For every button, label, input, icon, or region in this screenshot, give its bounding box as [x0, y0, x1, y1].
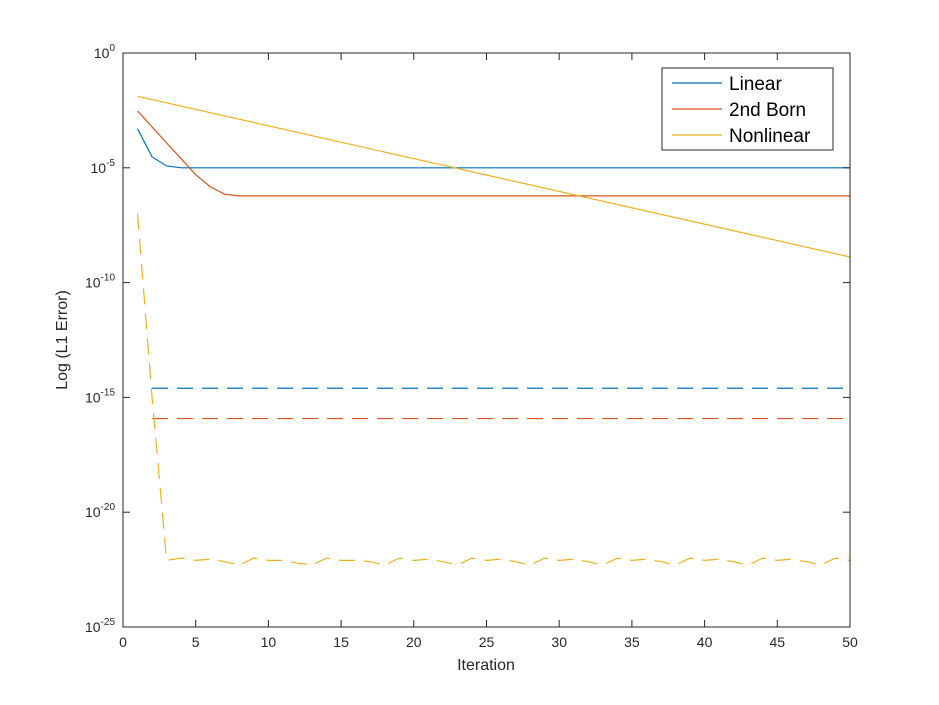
y-tick-base: 10: [91, 160, 107, 176]
y-tick-base: 10: [94, 45, 110, 61]
legend-label: Nonlinear: [729, 126, 811, 147]
y-tick-label: 10-20: [85, 502, 115, 520]
legend: Linear 2nd Born Nonlinear: [661, 67, 834, 151]
x-tick-label: 40: [697, 634, 713, 650]
y-tick-base: 10: [85, 389, 101, 405]
x-tick-label: 35: [624, 634, 640, 650]
y-tick-exponent: -5: [106, 158, 115, 169]
legend-label: Linear: [729, 74, 782, 95]
y-tick-label: 10-5: [91, 158, 116, 176]
y-tick-label: 10-15: [85, 387, 115, 405]
series-line-2nd-born: [137, 110, 850, 197]
x-tick-label: 25: [479, 634, 495, 650]
y-tick-base: 10: [85, 504, 101, 520]
x-tick-label: 30: [551, 634, 567, 650]
y-tick-base: 10: [85, 619, 101, 635]
x-tick-label: 5: [192, 634, 200, 650]
series-line-linear: [137, 128, 850, 169]
y-tick-exponent: -25: [101, 617, 116, 628]
series-layer: [136, 95, 851, 566]
x-tick-label: 15: [333, 634, 349, 650]
y-tick-label: 10-10: [85, 273, 115, 291]
x-tick-label: 45: [770, 634, 786, 650]
x-tick-label: 0: [119, 634, 127, 650]
series-line-dashed-5: [136, 213, 851, 566]
y-tick-exponent: 0: [109, 43, 115, 54]
y-tick-exponent: -10: [101, 273, 116, 284]
y-axis-label: Log (L1 Error): [54, 290, 71, 390]
x-ticks: 0 5 10 15 20 25 30 35 40 45 50: [119, 53, 858, 650]
x-tick-label: 10: [261, 634, 277, 650]
y-tick-base: 10: [85, 275, 101, 291]
y-tick-exponent: -20: [101, 502, 116, 513]
x-axis-label: Iteration: [457, 657, 515, 674]
y-tick-label: 100: [94, 43, 116, 61]
legend-label: 2nd Born: [729, 100, 806, 121]
series-line-nonlinear: [137, 95, 851, 258]
x-tick-label: 50: [842, 634, 858, 650]
y-tick-label: 10-25: [85, 617, 115, 635]
x-tick-label: 20: [406, 634, 422, 650]
y-tick-exponent: -15: [101, 387, 116, 398]
